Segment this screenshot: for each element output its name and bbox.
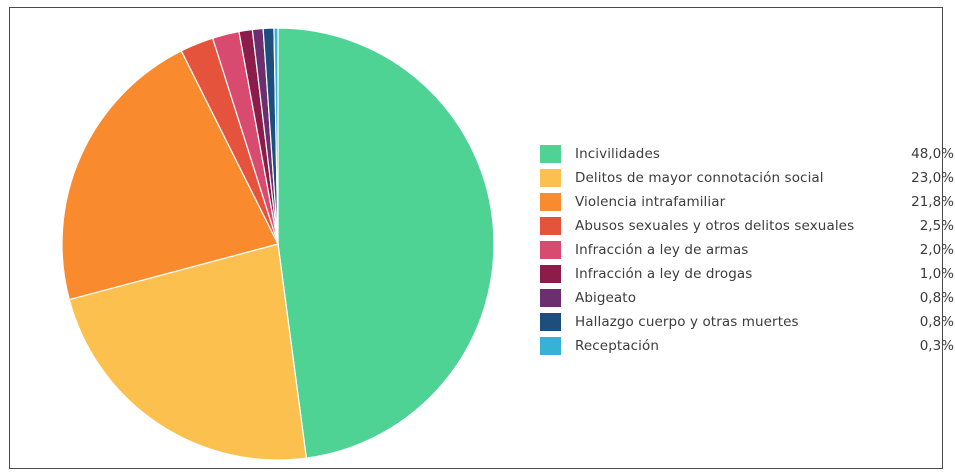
legend-label: Violencia intrafamiliar bbox=[575, 194, 726, 210]
legend-swatch bbox=[540, 289, 561, 307]
legend-label: Abigeato bbox=[575, 290, 637, 306]
legend-item: Abusos sexuales y otros delitos sexuales… bbox=[540, 214, 954, 238]
legend-item: Incivilidades 48,0% bbox=[540, 142, 954, 166]
legend-swatch bbox=[540, 313, 561, 331]
legend-item: Infracción a ley de armas 2,0% bbox=[540, 238, 954, 262]
legend-swatch bbox=[540, 169, 561, 187]
legend-value: 21,8% bbox=[911, 194, 954, 210]
legend-item: Violencia intrafamiliar 21,8% bbox=[540, 190, 954, 214]
legend-value: 48,0% bbox=[911, 146, 954, 162]
legend-item: Delitos de mayor connotación social 23,0% bbox=[540, 166, 954, 190]
pie-slice-3 bbox=[61, 50, 279, 301]
pie-slice-1 bbox=[277, 27, 495, 459]
legend-label: Delitos de mayor connotación social bbox=[575, 170, 824, 186]
legend-item: Abigeato 0,8% bbox=[540, 286, 954, 310]
pie-slice-2 bbox=[68, 243, 308, 461]
legend-value: 0,8% bbox=[919, 290, 954, 306]
legend-value: 0,8% bbox=[919, 314, 954, 330]
legend-swatch bbox=[540, 193, 561, 211]
legend-label: Receptación bbox=[575, 338, 660, 354]
legend-swatch bbox=[540, 241, 561, 259]
legend-value: 0,3% bbox=[919, 338, 954, 354]
legend-label: Hallazgo cuerpo y otras muertes bbox=[575, 314, 799, 330]
legend-item: Hallazgo cuerpo y otras muertes 0,8% bbox=[540, 310, 954, 334]
pie-slice-9 bbox=[273, 27, 279, 245]
legend: Incivilidades 48,0% Delitos de mayor conno… bbox=[540, 142, 954, 358]
legend-item: Infracción a ley de drogas 1,0% bbox=[540, 262, 954, 286]
legend-label: Infracción a ley de drogas bbox=[575, 266, 753, 282]
legend-value: 1,0% bbox=[919, 266, 954, 282]
legend-swatch bbox=[540, 217, 561, 235]
legend-item: Receptación 0,3% bbox=[540, 334, 954, 358]
legend-label: Abusos sexuales y otros delitos sexuales bbox=[575, 218, 855, 234]
legend-swatch bbox=[540, 265, 561, 283]
legend-swatch bbox=[540, 145, 561, 163]
legend-swatch bbox=[540, 337, 561, 355]
chart-frame: Incivilidades 48,0% Delitos de mayor conno… bbox=[9, 7, 954, 469]
legend-value: 2,0% bbox=[919, 242, 954, 258]
legend-value: 23,0% bbox=[911, 170, 954, 186]
legend-label: Infracción a ley de armas bbox=[575, 242, 749, 258]
legend-value: 2,5% bbox=[919, 218, 954, 234]
pie-chart bbox=[61, 27, 495, 461]
legend-label: Incivilidades bbox=[575, 146, 661, 162]
